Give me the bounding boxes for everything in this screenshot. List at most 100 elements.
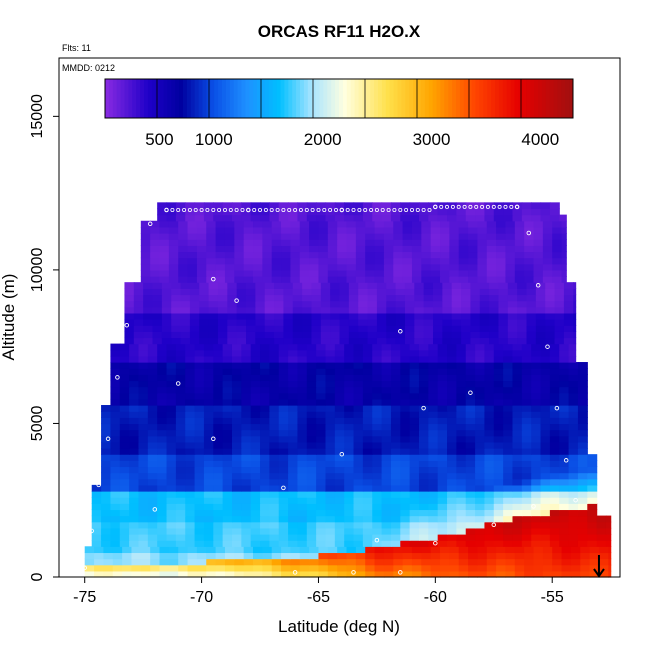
- field-cell: [372, 343, 383, 351]
- field-cell: [372, 460, 383, 468]
- field-cell: [320, 288, 331, 296]
- field-cell: [383, 546, 394, 554]
- field-cell: [381, 534, 392, 541]
- field-cell: [540, 472, 551, 480]
- field-cell: [505, 251, 516, 259]
- field-cell: [521, 527, 532, 535]
- field-cell: [112, 558, 123, 566]
- field-cell: [559, 491, 570, 498]
- field-cell: [365, 245, 376, 253]
- field-cell: [437, 527, 448, 535]
- field-cell: [274, 331, 284, 339]
- field-cell: [227, 319, 238, 326]
- field-cell: [475, 392, 486, 400]
- field-cell: [355, 220, 366, 228]
- field-cell: [325, 386, 336, 394]
- field-cell: [559, 405, 570, 412]
- field-cell: [306, 454, 317, 461]
- field-cell: [274, 325, 284, 332]
- field-cell: [376, 319, 387, 326]
- field-cell: [540, 521, 551, 529]
- field-cell: [171, 288, 182, 296]
- field-cell: [540, 362, 551, 369]
- field-cell: [381, 503, 392, 511]
- field-cell: [535, 282, 546, 289]
- field-cell: [178, 233, 189, 240]
- field-cell: [138, 411, 149, 418]
- field-cell: [411, 570, 422, 578]
- colorbar-segment: [128, 79, 133, 118]
- field-cell: [521, 521, 532, 529]
- colorbar-segment: [506, 79, 512, 118]
- field-cell: [213, 478, 224, 486]
- field-cell: [430, 257, 441, 265]
- field-cell: [512, 503, 523, 511]
- field-cell: [400, 405, 411, 412]
- field-cell: [269, 429, 280, 437]
- colorbar-segment: [342, 79, 348, 118]
- arrow-head: [593, 568, 605, 578]
- field-cell: [456, 540, 467, 547]
- field-cell: [505, 220, 516, 228]
- field-cell: [428, 497, 439, 504]
- field-cell: [196, 245, 207, 253]
- colorbar-segment: [105, 79, 110, 118]
- field-cell: [540, 478, 551, 486]
- colorbar-segment: [311, 79, 317, 118]
- field-cell: [129, 429, 140, 437]
- field-cell: [110, 509, 121, 517]
- field-cell: [447, 411, 457, 418]
- field-cell: [400, 441, 411, 449]
- field-cell: [449, 269, 460, 277]
- field-cell: [489, 319, 500, 326]
- field-cell: [573, 331, 577, 339]
- field-cell: [402, 239, 413, 246]
- field-cell: [418, 466, 429, 474]
- field-cell: [147, 429, 158, 437]
- field-cell: [288, 472, 299, 480]
- field-cell: [316, 405, 327, 412]
- field-cell: [334, 423, 345, 431]
- field-cell: [327, 226, 338, 234]
- field-cell: [589, 558, 600, 566]
- field-cell: [498, 312, 509, 320]
- field-cell: [147, 380, 158, 388]
- field-cell: [311, 306, 322, 314]
- field-cell: [337, 226, 348, 234]
- field-cell: [157, 202, 168, 210]
- field-cell: [456, 208, 467, 216]
- field-cell: [549, 202, 560, 210]
- field-cell: [129, 527, 140, 535]
- field-cell: [119, 417, 130, 425]
- field-cell: [271, 546, 282, 554]
- field-cell: [393, 564, 404, 572]
- field-cell: [143, 288, 154, 296]
- field-cell: [456, 343, 467, 351]
- field-cell: [241, 380, 252, 388]
- field-cell: [390, 355, 401, 363]
- field-cell: [288, 491, 299, 498]
- field-cell: [559, 362, 570, 369]
- field-cell: [299, 226, 310, 234]
- field-cell: [524, 257, 535, 265]
- field-cell: [468, 564, 479, 572]
- field-cell: [404, 331, 415, 339]
- field-cell: [119, 509, 130, 517]
- field-cell: [418, 435, 429, 443]
- field-cell: [138, 491, 149, 498]
- field-cell: [577, 392, 588, 400]
- field-cell: [309, 233, 320, 240]
- field-cell: [213, 540, 224, 547]
- field-cell: [187, 233, 198, 240]
- field-cell: [222, 441, 233, 449]
- field-cell: [269, 214, 280, 222]
- colorbar-segment: [374, 79, 379, 118]
- field-cell: [456, 417, 467, 425]
- track-point: [357, 207, 362, 212]
- track-point: [526, 230, 532, 236]
- field-cell: [493, 460, 504, 468]
- field-cell: [437, 423, 448, 431]
- field-cell: [241, 392, 252, 400]
- field-cell: [175, 503, 186, 511]
- field-cell: [185, 214, 196, 222]
